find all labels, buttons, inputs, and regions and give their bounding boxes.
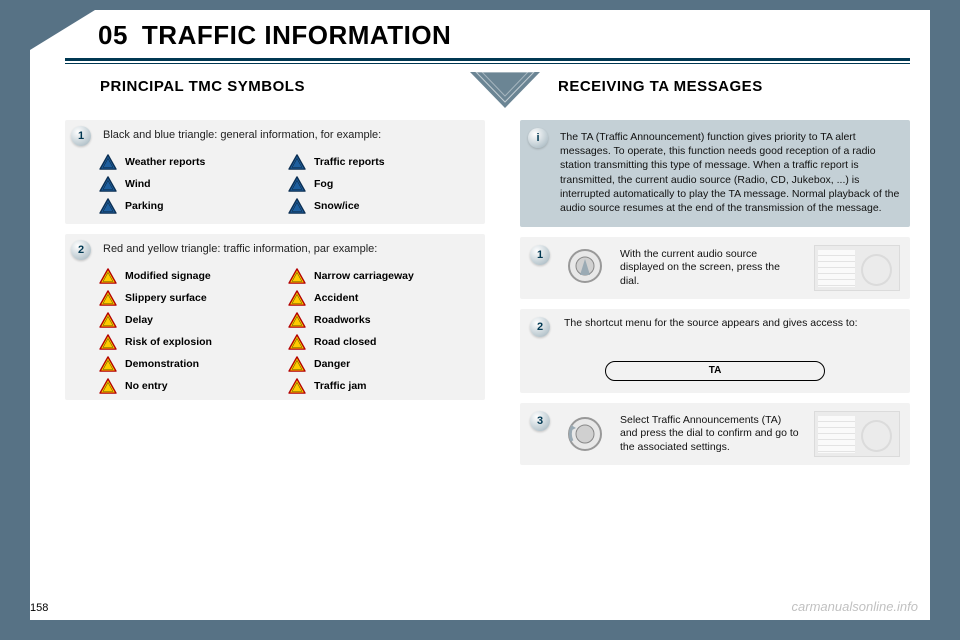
tmc-section-2: 2 Red and yellow triangle: traffic infor… [65,234,485,400]
tmc-section-1: 1 Black and blue triangle: general infor… [65,120,485,224]
symbol-item: Modified signage [99,268,288,284]
symbol-label: Traffic jam [314,380,367,392]
keypad-illustration [814,245,900,291]
symbol-label: Slippery surface [125,292,207,304]
symbol-label: No entry [125,380,168,392]
triangle-icon [99,334,117,350]
info-icon: i [528,128,548,148]
divider-triangle [470,72,540,108]
triangle-icon [288,198,306,214]
section2-intro: Red and yellow triangle: traffic informa… [103,240,377,255]
triangle-icon [99,378,117,394]
triangle-icon [99,176,117,192]
symbol-label: Risk of explosion [125,336,212,348]
watermark: carmanualsonline.info [792,599,918,614]
ta-pill: TA [605,361,825,381]
right-column: i The TA (Traffic Announcement) function… [520,120,910,590]
triangle-icon [99,268,117,284]
step-bubble-1: 1 [71,126,91,146]
symbol-label: Accident [314,292,358,304]
symbol-item: Wind [99,176,288,192]
symbol-item: Weather reports [99,154,288,170]
symbol-item: Delay [99,312,288,328]
symbol-label: Snow/ice [314,200,360,212]
triangle-icon [99,312,117,328]
step2-bubble: 2 [530,317,550,337]
symbol-item: Road closed [288,334,477,350]
symbol-item: Risk of explosion [99,334,288,350]
step1-bubble: 1 [530,245,550,265]
symbol-item: Roadworks [288,312,477,328]
triangle-icon [99,290,117,306]
ta-info-text: The TA (Traffic Announcement) function g… [560,128,900,215]
content-area: 1 Black and blue triangle: general infor… [65,120,910,590]
ta-info-box: i The TA (Traffic Announcement) function… [520,120,910,227]
symbol-label: Narrow carriageway [314,270,414,282]
triangle-icon [288,290,306,306]
symbol-label: Traffic reports [314,156,385,168]
symbol-label: Demonstration [125,358,199,370]
symbol-item: Traffic jam [288,378,477,394]
symbol-label: Modified signage [125,270,211,282]
step3-bubble: 3 [530,411,550,431]
dial-press-icon [564,247,606,289]
keypad-illustration-2 [814,411,900,457]
chapter-title: TRAFFIC INFORMATION [142,20,451,50]
page: 05 TRAFFIC INFORMATION PRINCIPAL TMC SYMB… [30,10,930,620]
triangle-icon [99,198,117,214]
triangle-icon [99,154,117,170]
symbol-item: Slippery surface [99,290,288,306]
symbol-label: Weather reports [125,156,205,168]
chapter-number: 05 [98,20,128,50]
symbol-label: Danger [314,358,350,370]
ta-step-3: 3 Select Traffic Announcements (TA) and … [520,403,910,465]
symbol-item: Narrow carriageway [288,268,477,284]
step3-text: Select Traffic Announcements (TA) and pr… [620,414,800,455]
left-column: 1 Black and blue triangle: general infor… [65,120,485,590]
triangle-icon [288,312,306,328]
symbol-label: Parking [125,200,164,212]
symbol-item: Fog [288,176,477,192]
step-bubble-2: 2 [71,240,91,260]
header-rules [65,58,910,64]
symbol-item: Traffic reports [288,154,477,170]
subheader-right: RECEIVING TA MESSAGES [558,78,763,95]
step1-text: With the current audio source displayed … [620,248,800,289]
symbol-item: Snow/ice [288,198,477,214]
triangle-icon [288,176,306,192]
symbol-item: No entry [99,378,288,394]
symbol-label: Delay [125,314,153,326]
triangle-icon [288,356,306,372]
chapter-header: 05 TRAFFIC INFORMATION [98,20,451,51]
triangle-icon [288,334,306,350]
ta-step-2: 2 The shortcut menu for the source appea… [520,309,910,393]
section1-intro: Black and blue triangle: general informa… [103,126,381,141]
symbol-item: Parking [99,198,288,214]
corner-cut [30,10,95,50]
symbol-label: Wind [125,178,151,190]
triangle-icon [99,356,117,372]
symbol-item: Danger [288,356,477,372]
subheader-band: PRINCIPAL TMC SYMBOLS RECEIVING TA MESSA… [65,72,910,108]
triangle-icon [288,378,306,394]
symbol-label: Fog [314,178,333,190]
triangle-icon [288,154,306,170]
symbol-item: Accident [288,290,477,306]
ta-step-1: 1 With the current audio source displaye… [520,237,910,299]
page-number: 158 [30,602,48,614]
symbol-label: Roadworks [314,314,371,326]
symbol-label: Road closed [314,336,376,348]
symbol-item: Demonstration [99,356,288,372]
subheader-left: PRINCIPAL TMC SYMBOLS [100,78,305,95]
step2-text: The shortcut menu for the source appears… [564,317,900,331]
triangle-icon [288,268,306,284]
dial-turn-icon [564,413,606,455]
